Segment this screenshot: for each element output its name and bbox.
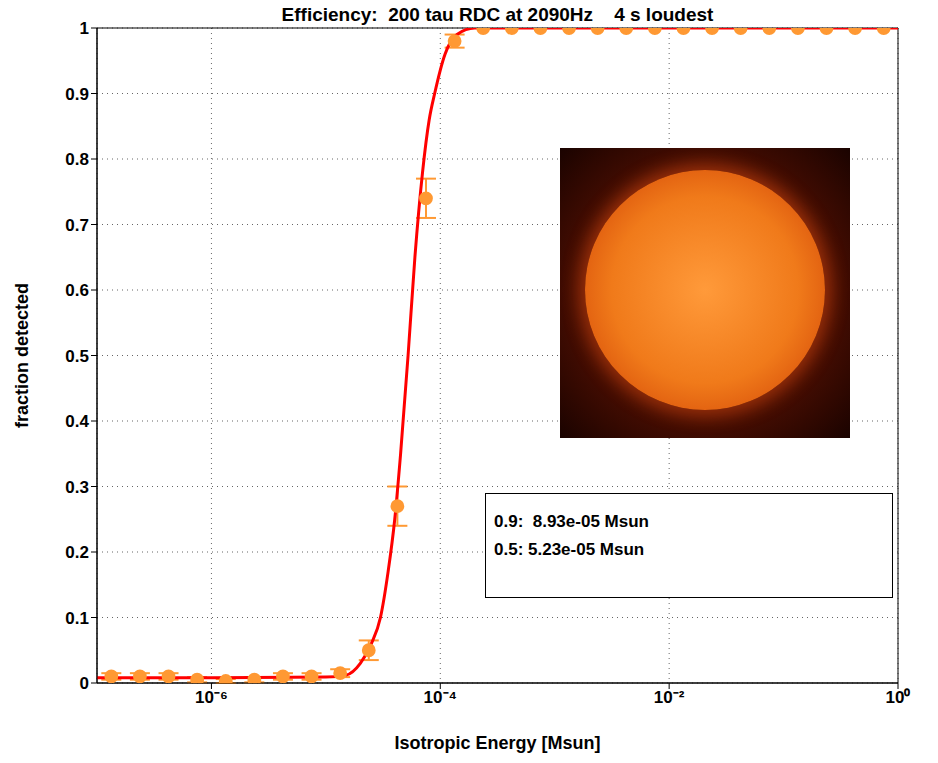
- svg-text:0.6: 0.6: [65, 281, 89, 300]
- svg-text:10⁻⁴: 10⁻⁴: [424, 688, 457, 707]
- svg-text:0.9: 0.9: [65, 85, 89, 104]
- svg-text:1: 1: [80, 19, 89, 38]
- html-text:0.9: 8.93e-05 Msun: 0.9: 8.93e-05 Msun: [494, 512, 649, 531]
- svg-text:0: 0: [80, 674, 89, 693]
- html-text:Efficiency: 200 tau RDC at 209: Efficiency: 200 tau RDC at 2090Hz 4 s lo…: [281, 4, 714, 25]
- svg-text:0.5: 0.5: [65, 347, 89, 366]
- svg-text:fraction detected: fraction detected: [12, 283, 32, 428]
- svg-text:0.4: 0.4: [65, 412, 89, 431]
- svg-text:0.7: 0.7: [65, 216, 89, 235]
- svg-text:0.3: 0.3: [65, 478, 89, 497]
- html-text:0.5: 5.23e-05 Msun: 0.5: 5.23e-05 Msun: [494, 540, 645, 559]
- svg-text:0.2: 0.2: [65, 543, 89, 562]
- svg-text:0.8: 0.8: [65, 150, 89, 169]
- svg-text:0.1: 0.1: [65, 609, 89, 628]
- svg-text:10⁰: 10⁰: [886, 688, 911, 707]
- svg-text:10⁻⁶: 10⁻⁶: [195, 688, 228, 707]
- svg-text:Isotropic Energy [Msun]: Isotropic Energy [Msun]: [394, 733, 600, 753]
- svg-text:10⁻²: 10⁻²: [654, 688, 685, 707]
